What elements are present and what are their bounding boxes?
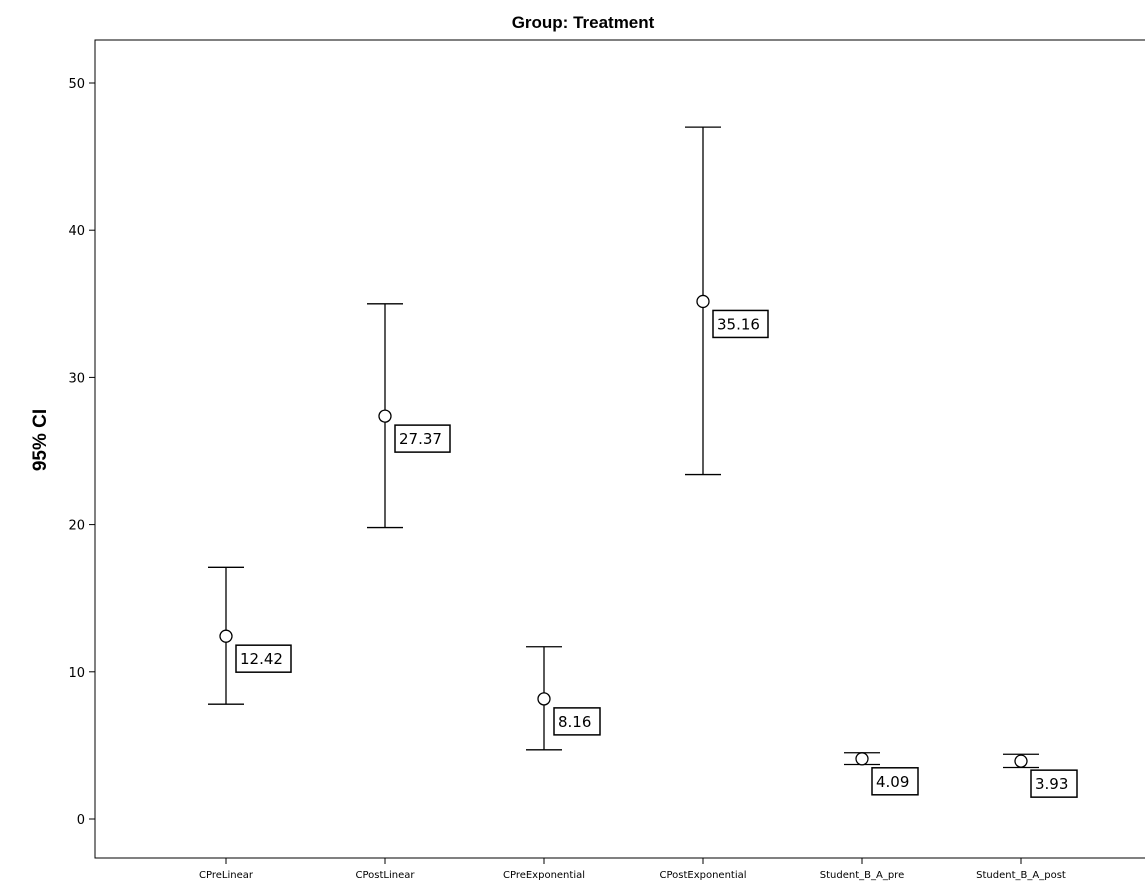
mean-data-label: 12.42 xyxy=(240,650,283,668)
plot-area-frame xyxy=(94,39,1145,859)
error-bar-group: 12.42 xyxy=(208,566,292,705)
error-bar-group: 8.16 xyxy=(526,646,601,751)
y-tick-label: 40 xyxy=(68,224,85,239)
mean-data-label: 3.93 xyxy=(1035,775,1068,793)
y-tick-label: 30 xyxy=(68,371,85,386)
mean-data-label: 35.16 xyxy=(717,315,760,333)
mean-point xyxy=(1014,754,1028,768)
chart-title: Group: Treatment xyxy=(512,13,655,32)
mean-label-box xyxy=(871,767,919,796)
mean-label-box xyxy=(712,309,769,339)
x-tick-label: CPreLinear xyxy=(199,870,254,881)
x-tick-label: CPostLinear xyxy=(356,870,416,881)
mean-point xyxy=(855,752,869,766)
x-tick-label: Student_B_A_pre xyxy=(820,870,904,881)
mean-point xyxy=(696,294,710,309)
x-axis: CPreLinear CPostLinear CPreExponential CPos… xyxy=(199,858,1066,881)
y-axis: 0 10 20 30 40 50 xyxy=(68,77,95,828)
y-tick-label: 0 xyxy=(77,813,85,828)
mean-label-box xyxy=(394,424,451,453)
error-bar-group: 27.37 xyxy=(367,303,451,529)
y-axis-label: 95% CI xyxy=(30,409,51,471)
y-tick-label: 10 xyxy=(68,666,85,681)
mean-label-box xyxy=(553,707,601,736)
error-bar-group: 4.09 xyxy=(844,752,919,796)
x-tick-label: Student_B_A_post xyxy=(976,870,1066,881)
mean-label-box xyxy=(235,644,292,673)
mean-label-box xyxy=(1030,769,1078,798)
error-bar-marks: 12.42 27.37 8.16 35.16 4.09 3.93 xyxy=(208,126,1078,798)
mean-data-label: 27.37 xyxy=(399,430,442,448)
mean-data-label: 4.09 xyxy=(876,773,909,791)
error-bar-group: 35.16 xyxy=(685,126,769,476)
y-tick-label: 20 xyxy=(68,519,85,534)
x-tick-label: CPostExponential xyxy=(659,870,746,881)
mean-point xyxy=(378,409,392,423)
mean-point xyxy=(537,692,551,706)
x-tick-label: CPreExponential xyxy=(503,870,585,881)
error-bar-group: 3.93 xyxy=(1003,753,1078,798)
mean-point xyxy=(219,629,233,643)
mean-data-label: 8.16 xyxy=(558,713,591,731)
y-tick-label: 50 xyxy=(68,77,85,92)
